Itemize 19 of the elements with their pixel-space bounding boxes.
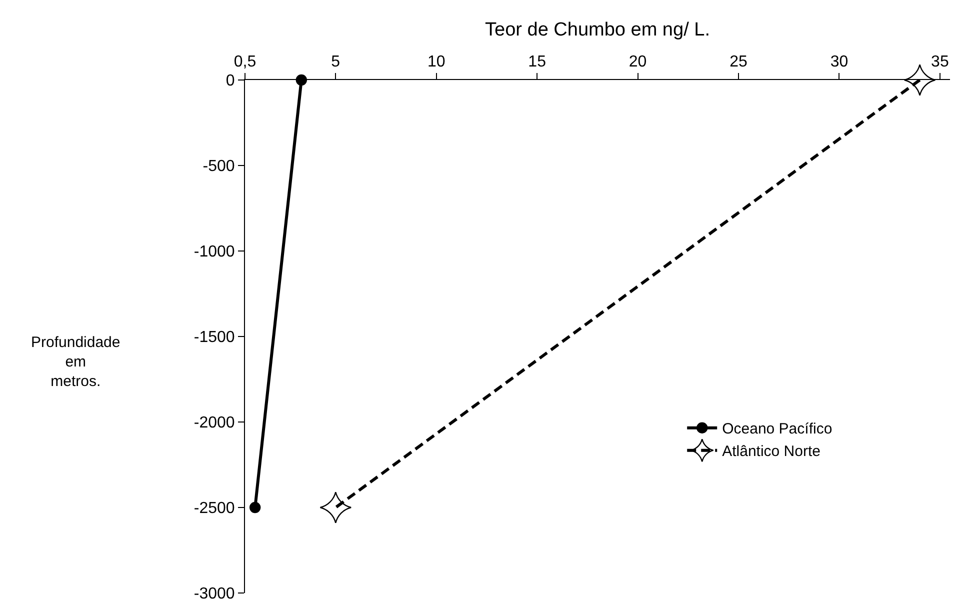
legend-label: Oceano Pacífico [722,420,832,438]
text: Profundidade em metros. [31,334,120,390]
x-tick-label: 10 [427,54,446,71]
y-tick-label: -2500 [194,500,235,518]
y-tick-label: -500 [202,158,235,176]
y-tick-label: -1000 [194,244,235,261]
x-tick-label: 0,5 [234,54,256,71]
y-tick-label: -1500 [194,329,235,346]
x-tick-label: 15 [528,54,546,71]
x-tick-label: 20 [628,54,647,71]
x-tick-label: 35 [931,54,949,71]
x-tick-label: 5 [331,54,340,71]
y-tick-label: -3000 [194,586,235,603]
x-tick-label: 30 [830,54,848,71]
y-tick-label: 0 [226,72,235,90]
legend-label: Atlântico Norte [722,443,820,460]
y-tick-label: -2000 [194,414,235,432]
x-tick-label: 25 [730,54,748,71]
x-axis-title: Teor de Chumbo em ng/ L. [485,19,710,40]
